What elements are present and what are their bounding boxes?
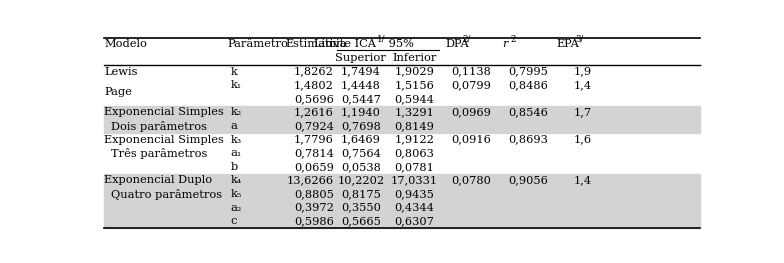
Text: Limite ICA: Limite ICA (314, 39, 376, 49)
Text: r: r (502, 39, 507, 49)
Text: 1,9029: 1,9029 (394, 67, 434, 77)
Text: 0,1138: 0,1138 (452, 67, 492, 77)
Text: Page: Page (104, 87, 132, 97)
Text: k₃: k₃ (230, 135, 241, 145)
Text: k₁: k₁ (230, 80, 241, 90)
Text: 13,6266: 13,6266 (287, 175, 334, 185)
Text: 0,9435: 0,9435 (394, 189, 434, 199)
Text: 1,4448: 1,4448 (341, 80, 381, 90)
Text: 0,7698: 0,7698 (341, 121, 381, 131)
Text: 0,8063: 0,8063 (394, 148, 434, 158)
Text: b: b (230, 162, 238, 172)
Text: Três parâmetros: Três parâmetros (111, 148, 208, 159)
Text: 1,2616: 1,2616 (294, 107, 334, 117)
Text: 1,4802: 1,4802 (294, 80, 334, 90)
Text: a₁: a₁ (230, 148, 241, 158)
Text: 1,9: 1,9 (574, 67, 592, 77)
Text: 2: 2 (510, 35, 516, 44)
Text: 3/: 3/ (575, 35, 583, 44)
Text: 95%: 95% (385, 39, 414, 49)
Text: 0,0538: 0,0538 (341, 162, 381, 172)
Text: 0,0799: 0,0799 (452, 80, 492, 90)
Text: 0,7995: 0,7995 (508, 67, 548, 77)
Text: 1,9122: 1,9122 (394, 135, 434, 145)
Text: 1,3291: 1,3291 (394, 107, 434, 117)
Text: 1,6: 1,6 (574, 135, 592, 145)
Text: 17,0331: 17,0331 (391, 175, 438, 185)
Text: 0,5986: 0,5986 (294, 216, 334, 226)
Text: k: k (230, 67, 238, 77)
Text: Exponencial Duplo: Exponencial Duplo (104, 175, 212, 185)
Text: Estimativa: Estimativa (285, 39, 347, 49)
Text: 0,0780: 0,0780 (452, 175, 492, 185)
Text: Superior: Superior (336, 53, 387, 63)
Text: 0,8149: 0,8149 (394, 121, 434, 131)
Text: 0,0659: 0,0659 (294, 162, 334, 172)
Text: 0,9056: 0,9056 (508, 175, 548, 185)
Text: 0,0916: 0,0916 (452, 135, 492, 145)
Text: Lewis: Lewis (104, 67, 137, 77)
Text: 0,4344: 0,4344 (394, 203, 434, 213)
Text: 1,4: 1,4 (574, 175, 592, 185)
Text: k₄: k₄ (230, 175, 241, 185)
Text: 10,2202: 10,2202 (337, 175, 384, 185)
Text: 0,0781: 0,0781 (394, 162, 434, 172)
Text: Parâmetro: Parâmetro (227, 39, 289, 49)
Text: 0,5665: 0,5665 (341, 216, 381, 226)
Text: c: c (230, 216, 237, 226)
Text: 1,1940: 1,1940 (341, 107, 381, 117)
Text: 2/: 2/ (463, 35, 471, 44)
Text: 0,0969: 0,0969 (452, 107, 492, 117)
Text: 0,3550: 0,3550 (341, 203, 381, 213)
Text: 1,8262: 1,8262 (294, 67, 334, 77)
Text: Modelo: Modelo (104, 39, 147, 49)
Text: 0,6307: 0,6307 (394, 216, 434, 226)
Text: 1,7494: 1,7494 (341, 67, 381, 77)
Text: 0,8175: 0,8175 (341, 189, 381, 199)
Text: 1,4: 1,4 (574, 80, 592, 90)
Text: EPA: EPA (557, 39, 579, 49)
Text: 1,7: 1,7 (574, 107, 592, 117)
Text: Exponencial Simples: Exponencial Simples (104, 135, 224, 145)
Text: 0,5944: 0,5944 (394, 94, 434, 104)
Text: k₂: k₂ (230, 107, 241, 117)
Text: 1,5156: 1,5156 (394, 80, 434, 90)
Text: Dois parâmetros: Dois parâmetros (111, 120, 207, 132)
Text: 1/: 1/ (377, 35, 386, 44)
Text: 0,8546: 0,8546 (508, 107, 548, 117)
Text: k₅: k₅ (230, 189, 241, 199)
Bar (104, 106, 699, 133)
Text: 0,7564: 0,7564 (341, 148, 381, 158)
Text: 0,8805: 0,8805 (294, 189, 334, 199)
Text: 1,6469: 1,6469 (341, 135, 381, 145)
Text: 1,7796: 1,7796 (294, 135, 334, 145)
Text: a₂: a₂ (230, 203, 241, 213)
Text: 0,7814: 0,7814 (294, 148, 334, 158)
Text: DPA: DPA (445, 39, 470, 49)
Text: 0,5696: 0,5696 (294, 94, 334, 104)
Text: 0,8693: 0,8693 (508, 135, 548, 145)
Text: a: a (230, 121, 238, 131)
Text: 0,3972: 0,3972 (294, 203, 334, 213)
Text: Quatro parâmetros: Quatro parâmetros (111, 189, 223, 200)
Text: 0,8486: 0,8486 (508, 80, 548, 90)
Text: 0,7924: 0,7924 (294, 121, 334, 131)
Bar (104, 174, 699, 228)
Text: Exponencial Simples: Exponencial Simples (104, 107, 224, 117)
Text: Inferior: Inferior (392, 53, 437, 63)
Text: 0,5447: 0,5447 (341, 94, 381, 104)
